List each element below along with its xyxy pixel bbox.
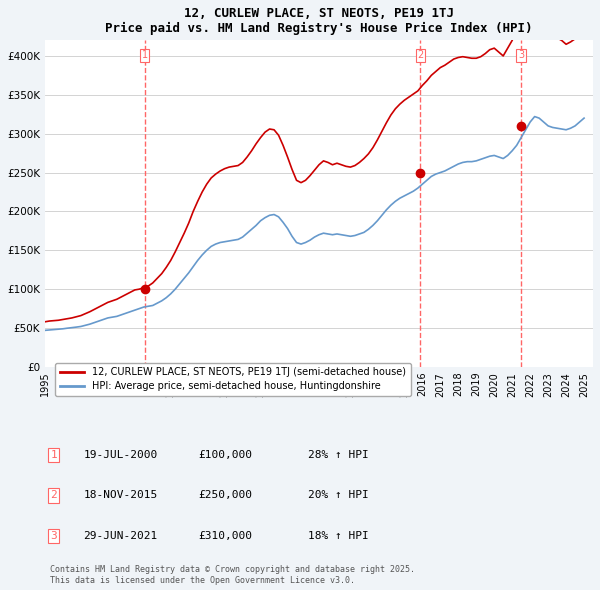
Text: 28% ↑ HPI: 28% ↑ HPI	[308, 450, 369, 460]
Text: £310,000: £310,000	[199, 531, 253, 541]
Text: 18-NOV-2015: 18-NOV-2015	[83, 490, 158, 500]
Text: 3: 3	[50, 531, 57, 541]
Text: 2: 2	[417, 50, 423, 60]
Text: 19-JUL-2000: 19-JUL-2000	[83, 450, 158, 460]
Text: £100,000: £100,000	[199, 450, 253, 460]
Text: 1: 1	[142, 50, 148, 60]
Text: Contains HM Land Registry data © Crown copyright and database right 2025.
This d: Contains HM Land Registry data © Crown c…	[50, 565, 415, 585]
Text: 20% ↑ HPI: 20% ↑ HPI	[308, 490, 369, 500]
Legend: 12, CURLEW PLACE, ST NEOTS, PE19 1TJ (semi-detached house), HPI: Average price, : 12, CURLEW PLACE, ST NEOTS, PE19 1TJ (se…	[55, 363, 411, 396]
Text: 3: 3	[518, 50, 524, 60]
Text: £250,000: £250,000	[199, 490, 253, 500]
Text: 2: 2	[50, 490, 57, 500]
Text: 18% ↑ HPI: 18% ↑ HPI	[308, 531, 369, 541]
Text: 29-JUN-2021: 29-JUN-2021	[83, 531, 158, 541]
Title: 12, CURLEW PLACE, ST NEOTS, PE19 1TJ
Price paid vs. HM Land Registry's House Pri: 12, CURLEW PLACE, ST NEOTS, PE19 1TJ Pri…	[105, 7, 533, 35]
Text: 1: 1	[50, 450, 57, 460]
